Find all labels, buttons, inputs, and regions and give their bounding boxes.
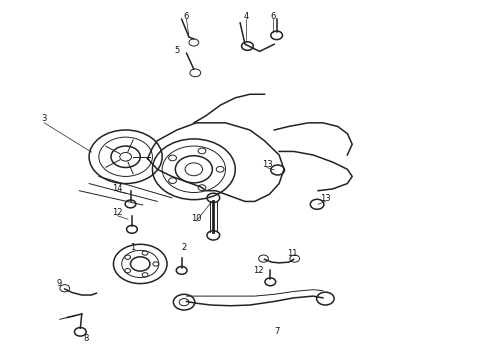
Text: 12: 12	[253, 266, 264, 275]
Text: 3: 3	[42, 114, 47, 123]
Text: 7: 7	[274, 327, 279, 336]
Text: 1: 1	[130, 243, 136, 252]
Text: 14: 14	[112, 184, 122, 193]
Text: 4: 4	[244, 12, 248, 21]
Text: 6: 6	[270, 12, 276, 21]
Text: 6: 6	[184, 12, 189, 21]
Text: 11: 11	[288, 249, 298, 258]
Text: 13: 13	[320, 194, 331, 203]
Text: 2: 2	[181, 243, 187, 252]
Text: 5: 5	[174, 46, 179, 55]
Text: 13: 13	[262, 161, 272, 170]
Text: 9: 9	[56, 279, 62, 288]
Text: 12: 12	[112, 208, 122, 217]
Text: 8: 8	[83, 334, 88, 343]
Text: 10: 10	[191, 214, 201, 223]
